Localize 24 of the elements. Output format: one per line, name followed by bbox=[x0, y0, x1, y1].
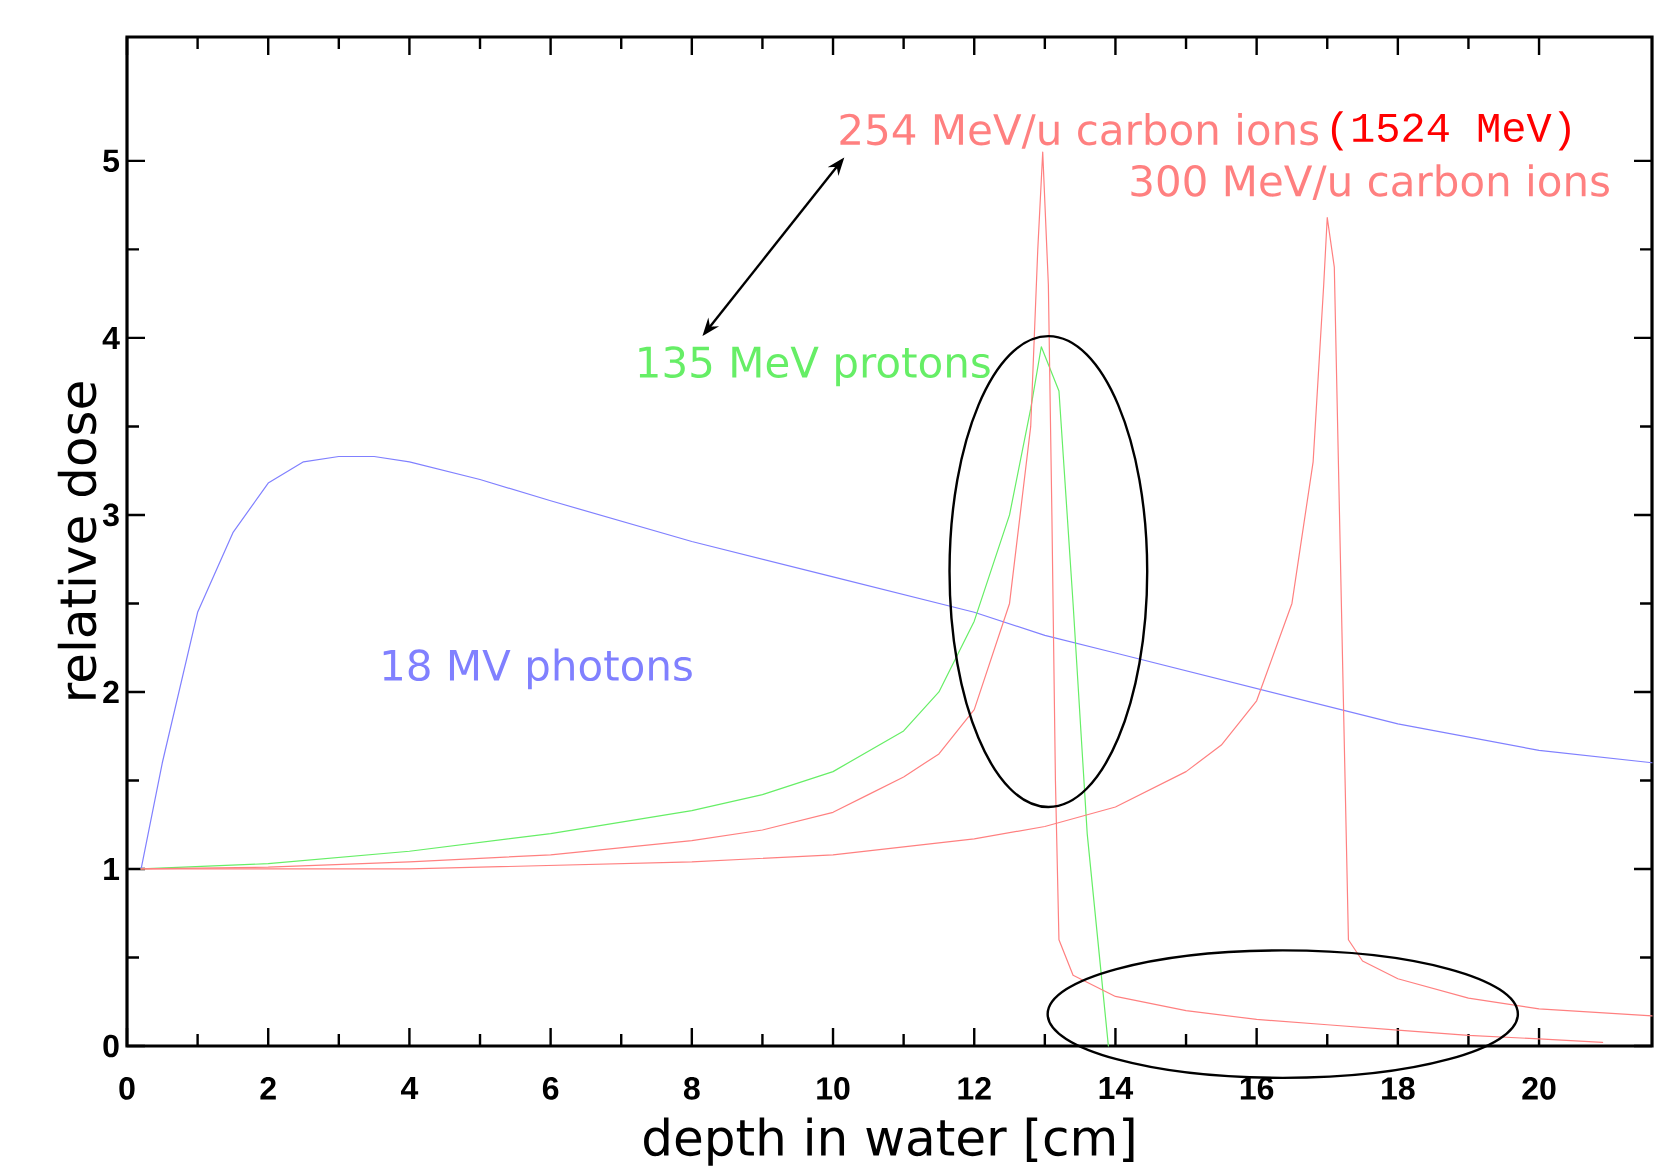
x-tick-label: 16 bbox=[1240, 1077, 1274, 1100]
x-tick-label: 2 bbox=[260, 1077, 276, 1100]
y-tick-label: 4 bbox=[102, 326, 120, 349]
x-tick-label: 8 bbox=[683, 1077, 700, 1100]
x-axis-title: depth in water [cm] bbox=[644, 1117, 1134, 1166]
x-tick-label: 18 bbox=[1382, 1077, 1415, 1100]
series-label: 300 MeV/u carbon ions bbox=[1131, 164, 1609, 201]
annotation: (1524 MeV) bbox=[1331, 111, 1570, 151]
text: 18 MV photons bbox=[383, 648, 692, 690]
y-tick-label: 3 bbox=[102, 503, 119, 527]
y-axis-title: relative dose bbox=[57, 382, 97, 699]
x-tick-label: 20 bbox=[1522, 1077, 1556, 1100]
x-tick-label: 6 bbox=[542, 1077, 559, 1100]
series-label: 135 MeV protons bbox=[639, 346, 990, 387]
y-tick-label: 2 bbox=[103, 680, 119, 704]
y-tick-label: 1 bbox=[104, 857, 120, 880]
x-tick-label: 14 bbox=[1099, 1077, 1134, 1100]
y-tick-label: 5 bbox=[103, 149, 120, 173]
x-tick-label: 0 bbox=[119, 1077, 135, 1100]
x-tick-label: 4 bbox=[400, 1077, 419, 1100]
series-label: 254 MeV/u carbon ions bbox=[840, 112, 1319, 149]
y-tick-label: 0 bbox=[103, 1034, 119, 1058]
x-tick-label: 10 bbox=[817, 1077, 850, 1100]
x-tick-label: 12 bbox=[958, 1077, 991, 1100]
